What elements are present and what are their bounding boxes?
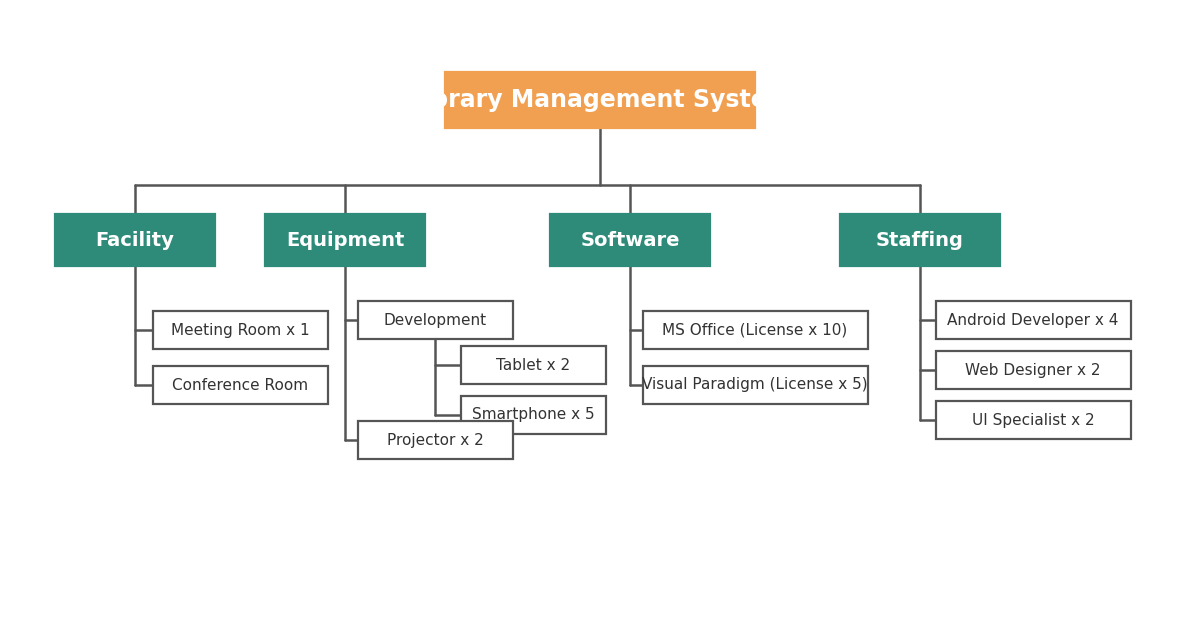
FancyBboxPatch shape [840,214,1000,266]
Text: Development: Development [384,312,486,328]
FancyBboxPatch shape [642,311,868,349]
FancyBboxPatch shape [358,421,512,459]
FancyBboxPatch shape [265,214,425,266]
FancyBboxPatch shape [358,301,512,339]
FancyBboxPatch shape [445,72,755,128]
FancyBboxPatch shape [550,214,710,266]
Text: UI Specialist x 2: UI Specialist x 2 [972,413,1094,428]
FancyBboxPatch shape [642,366,868,404]
FancyBboxPatch shape [936,301,1130,339]
FancyBboxPatch shape [936,351,1130,389]
Text: Visual Paradigm (License x 5): Visual Paradigm (License x 5) [642,377,868,392]
FancyBboxPatch shape [152,311,328,349]
FancyBboxPatch shape [55,214,215,266]
Text: Software: Software [581,231,679,249]
Text: Meeting Room x 1: Meeting Room x 1 [170,323,310,338]
Text: Library Management System: Library Management System [408,88,792,112]
Text: Projector x 2: Projector x 2 [386,433,484,447]
Text: Smartphone x 5: Smartphone x 5 [472,408,594,423]
Text: Staffing: Staffing [876,231,964,249]
Text: Android Developer x 4: Android Developer x 4 [947,312,1118,328]
Text: Facility: Facility [96,231,174,249]
Text: Equipment: Equipment [286,231,404,249]
FancyBboxPatch shape [461,346,606,384]
FancyBboxPatch shape [936,401,1130,439]
FancyBboxPatch shape [461,396,606,434]
Text: MS Office (License x 10): MS Office (License x 10) [662,323,847,338]
FancyBboxPatch shape [152,366,328,404]
Text: Web Designer x 2: Web Designer x 2 [965,362,1100,377]
Text: Conference Room: Conference Room [172,377,308,392]
Text: Tablet x 2: Tablet x 2 [496,357,570,372]
